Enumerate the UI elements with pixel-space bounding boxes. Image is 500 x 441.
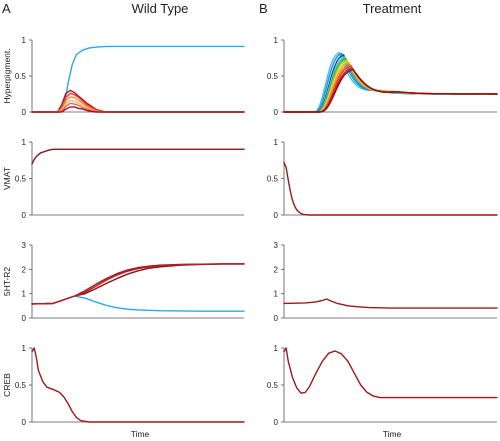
series-line-11	[283, 68, 498, 113]
charts-grid: 00.51Hyperpigment.00.51VMAT01235HT-R200.…	[2, 36, 498, 427]
y-axis-label: CREB	[2, 373, 12, 397]
y-tick-label: 2	[22, 265, 27, 274]
axis-lines	[283, 142, 497, 216]
chart-6: 0 1 2 3	[274, 241, 498, 323]
y-tick-label: 0	[22, 314, 27, 323]
column-title-wild-type: Wild Type	[132, 1, 189, 16]
y-tick-label: 0.5	[267, 72, 279, 81]
series-line-0	[283, 347, 498, 399]
chart-3: 0 0.5 1 CREB	[2, 344, 245, 427]
y-tick-label: 1	[22, 138, 27, 147]
axis-lines	[31, 142, 244, 216]
y-tick-label: 2	[274, 265, 279, 274]
series-line-0	[283, 161, 498, 216]
axis-lines	[283, 40, 497, 113]
chart-7: 00.51	[267, 344, 498, 427]
y-tick-label: 1	[274, 36, 279, 45]
y-tick-label: 3	[274, 241, 279, 250]
series-line-6	[31, 106, 245, 113]
y-axis-label: 5HT-R2	[2, 267, 12, 297]
y-axis-label: VMAT	[2, 167, 12, 190]
series-line-10	[283, 67, 498, 113]
y-tick-label: 1	[22, 290, 27, 299]
series-line-7	[283, 61, 498, 113]
y-axis-label: Hyperpigment.	[2, 48, 12, 103]
series-line-6	[283, 60, 498, 113]
axis-lines	[283, 245, 497, 319]
y-tick-label: 0	[22, 108, 27, 117]
y-tick-label: 0.5	[15, 72, 27, 81]
chart-1: 0 0.5 1 VMAT	[2, 138, 245, 220]
y-tick-label: 0	[274, 314, 279, 323]
y-tick-label: 1	[274, 138, 279, 147]
series-line-1	[31, 263, 245, 305]
y-tick-label: 1	[274, 344, 279, 353]
series-line-0	[31, 295, 245, 312]
y-tick-label: 0	[274, 211, 279, 220]
series-line-3	[31, 263, 245, 305]
chart-5: 00.51	[267, 138, 498, 220]
y-tick-label: 0	[274, 418, 279, 427]
series-line-3	[283, 56, 498, 113]
series-line-0	[283, 298, 498, 309]
series-line-1	[283, 52, 498, 113]
series-line-0	[31, 347, 245, 423]
chart-0: 0 0.5 1 Hyperpigment.	[2, 36, 245, 117]
y-tick-label: 3	[22, 241, 27, 250]
y-tick-label: 1	[274, 290, 279, 299]
series-line-1	[31, 148, 245, 165]
series-line-2	[31, 263, 245, 305]
x-axis-label-treatment: Time	[383, 429, 402, 439]
axis-lines	[31, 245, 244, 319]
panel-letter-a: A	[2, 1, 11, 16]
axis-lines	[283, 348, 497, 423]
y-tick-label: 0	[22, 418, 27, 427]
chart-4: 00.51	[267, 36, 498, 117]
series-line-8	[283, 63, 498, 113]
series-line-2	[283, 54, 498, 113]
chart-2: 0 1 2 3 5HT-R2	[2, 241, 245, 323]
y-tick-label: 0.5	[267, 381, 279, 390]
y-tick-label: 0	[22, 211, 27, 220]
series-line-0	[31, 148, 245, 165]
x-axis-label-wild-type: Time	[131, 429, 150, 439]
y-tick-label: 0.5	[15, 175, 27, 184]
series-line-5	[283, 59, 498, 113]
series-line-0	[283, 51, 498, 113]
y-tick-label: 1	[22, 344, 27, 353]
column-title-treatment: Treatment	[363, 1, 422, 16]
series-line-9	[283, 65, 498, 113]
axis-lines	[31, 348, 244, 423]
y-tick-label: 0.5	[267, 175, 279, 184]
y-tick-label: 0	[274, 108, 279, 117]
y-tick-label: 1	[22, 36, 27, 45]
y-tick-label: 0.5	[15, 381, 27, 390]
series-line-4	[283, 57, 498, 113]
panel-letter-b: B	[259, 1, 268, 16]
